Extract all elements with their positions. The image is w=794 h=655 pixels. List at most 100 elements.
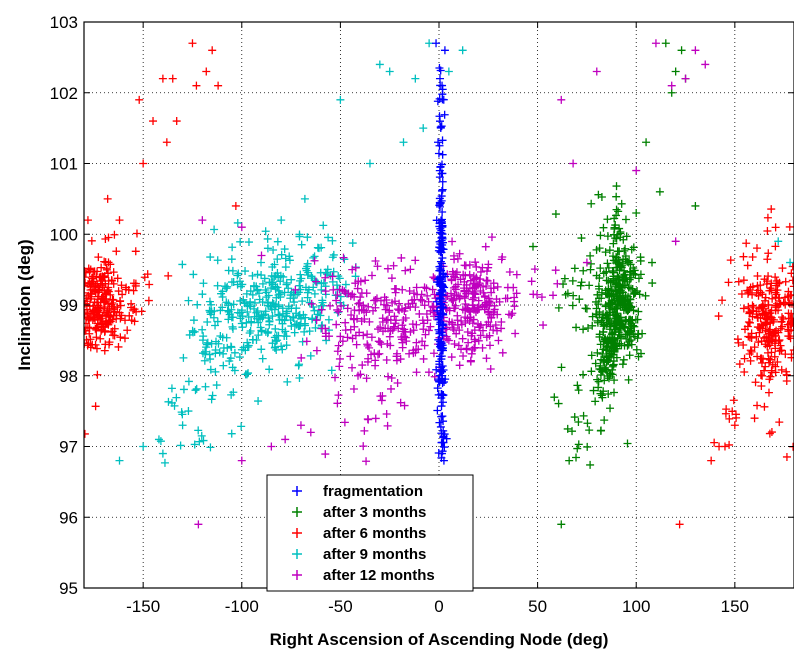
x-tick-label: -100 <box>225 597 259 616</box>
data-point <box>701 60 710 69</box>
data-point <box>267 271 276 280</box>
data-point <box>184 407 193 416</box>
data-point <box>720 442 729 451</box>
data-point <box>771 368 780 377</box>
data-point <box>618 301 627 310</box>
data-point <box>726 256 735 265</box>
data-point <box>437 229 446 238</box>
legend-label: after 12 months <box>323 567 435 584</box>
data-point <box>612 211 621 220</box>
data-point <box>139 159 148 168</box>
data-point <box>211 367 220 376</box>
data-point <box>104 233 113 242</box>
data-point <box>402 337 411 346</box>
data-point <box>393 305 402 314</box>
data-point <box>462 344 471 353</box>
data-point <box>272 331 281 340</box>
data-point <box>290 320 299 329</box>
data-point <box>636 256 645 265</box>
data-point <box>135 95 144 104</box>
data-point <box>233 271 242 280</box>
data-point <box>274 300 283 309</box>
data-point <box>606 404 615 413</box>
data-point <box>455 294 464 303</box>
data-point <box>297 314 306 323</box>
data-point <box>386 316 395 325</box>
data-point <box>760 402 769 411</box>
data-point <box>357 289 366 298</box>
data-point <box>178 260 187 269</box>
data-point <box>184 377 193 386</box>
data-point <box>105 304 114 313</box>
data-point <box>313 310 322 319</box>
data-point <box>84 216 92 225</box>
data-point <box>101 326 110 335</box>
data-point <box>757 382 766 391</box>
data-point <box>167 398 176 407</box>
data-point <box>438 160 447 169</box>
data-point <box>312 316 321 325</box>
legend-marker <box>292 549 302 559</box>
data-point <box>551 266 560 275</box>
data-point <box>600 376 609 385</box>
data-point <box>436 367 445 376</box>
data-point <box>360 315 369 324</box>
data-point <box>579 411 588 420</box>
data-point <box>227 305 236 314</box>
data-point <box>264 301 273 310</box>
data-point <box>615 330 624 339</box>
data-point <box>335 362 344 371</box>
data-point <box>786 334 794 343</box>
legend-label: after 3 months <box>323 504 426 521</box>
x-tick-label: 100 <box>622 597 650 616</box>
data-point <box>334 341 343 350</box>
data-point <box>257 271 266 280</box>
data-point <box>382 356 391 365</box>
data-point <box>570 264 579 273</box>
data-point <box>437 169 446 178</box>
data-point <box>459 270 468 279</box>
data-point <box>491 320 500 329</box>
data-point <box>90 306 99 315</box>
data-point <box>291 309 300 318</box>
data-point <box>436 198 445 207</box>
data-point <box>530 265 539 274</box>
data-point <box>448 267 457 276</box>
data-point <box>229 277 238 286</box>
legend-label: fragmentation <box>323 483 423 500</box>
x-tick-label: 0 <box>434 597 443 616</box>
data-point <box>493 282 502 291</box>
data-point <box>482 354 491 363</box>
data-point <box>433 406 442 415</box>
data-point <box>768 294 777 303</box>
data-point <box>760 366 769 375</box>
data-point <box>294 361 303 370</box>
data-point <box>599 223 608 232</box>
data-point <box>339 253 348 262</box>
data-point <box>164 271 173 280</box>
data-point <box>284 284 293 293</box>
data-point <box>596 371 605 380</box>
data-point <box>373 262 382 271</box>
data-point <box>84 319 90 328</box>
data-point <box>328 236 337 245</box>
data-point <box>382 409 391 418</box>
data-point <box>397 253 406 262</box>
data-point <box>464 287 473 296</box>
data-point <box>363 340 372 349</box>
data-point <box>100 257 109 266</box>
data-point <box>554 303 563 312</box>
data-point <box>451 282 460 291</box>
data-point <box>245 328 254 337</box>
data-point <box>598 349 607 358</box>
data-point <box>421 330 430 339</box>
data-point <box>480 291 489 300</box>
data-point <box>206 443 215 452</box>
data-point <box>466 356 475 365</box>
data-point <box>348 290 357 299</box>
data-point <box>648 258 656 267</box>
data-point <box>756 281 765 290</box>
data-point <box>574 418 583 427</box>
data-point <box>274 310 283 319</box>
data-point <box>351 331 360 340</box>
